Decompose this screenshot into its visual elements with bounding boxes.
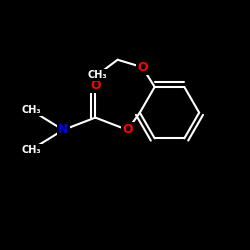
Text: CH₃: CH₃ [21, 105, 41, 115]
Text: CH₃: CH₃ [88, 70, 108, 80]
Text: O: O [122, 124, 133, 136]
Text: CH₃: CH₃ [21, 145, 41, 155]
Text: O: O [90, 79, 101, 92]
Text: O: O [137, 61, 147, 74]
Text: N: N [58, 124, 68, 136]
